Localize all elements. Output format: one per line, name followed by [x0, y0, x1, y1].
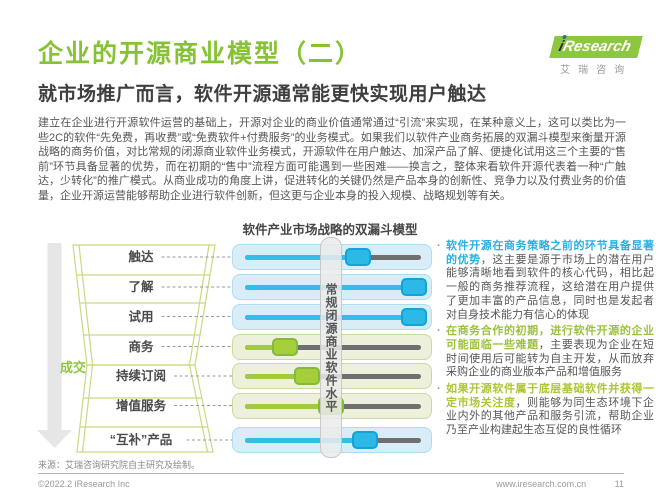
page-title: 企业的开源商业模型（二）	[38, 40, 363, 68]
closed-source-benchmark-bar: 常规闭源商业软件水平	[320, 237, 342, 458]
iresearch-logo: iResearch 艾瑞咨询	[549, 35, 643, 76]
footer-divider	[38, 473, 624, 474]
slider-knob	[344, 248, 371, 266]
insight-body: ，这主要是源于市场上的潜在用户能够清晰地看到软件的核心代码，相比起一般的商务推荐…	[446, 253, 654, 321]
slider-knob	[293, 367, 320, 385]
funnel-stage-label: 商务	[128, 339, 154, 354]
funnel-stage-label: 增值服务	[115, 398, 166, 413]
funnel-stage-label: 了解	[128, 280, 154, 294]
insight-item: 如果开源软件属于底层基础软件并获得一定市场关注度，则能够为同生态环境下企业内外的…	[437, 383, 654, 438]
funnel-stage-label: 持续订阅	[115, 369, 166, 383]
insight-item: 软件开源在商务策略之前的环节具备显著的优势，这主要是源于市场上的潜在用户能够清晰…	[437, 240, 654, 322]
insight-lead: 软件开源在商务策略之前的环节具备显著的优势	[446, 240, 654, 266]
slider-track-fill	[245, 255, 358, 260]
logo-chinese-name: 艾瑞咨询	[560, 65, 633, 76]
insight-lead: 如果开源软件属于底层基础软件并获得一定市场关注度	[446, 383, 654, 409]
deal-stage-label: 成交	[60, 360, 87, 375]
insight-lead: 在商务合作的初期，进行软件开源的企业可能面临一些难题	[446, 325, 654, 351]
copyright-text: ©2022.2 iResearch Inc	[38, 479, 130, 489]
slider-track-fill	[245, 344, 286, 350]
slider-track-fill	[245, 403, 332, 409]
intro-paragraph: 建立在企业进行开源软件运营的基础上，开源对企业的商业价值通常通过“引流”来实现，…	[38, 117, 626, 202]
page-subtitle: 就市场推广而言，软件开源通常能更快实现用户触达	[38, 84, 487, 105]
down-arrow-icon	[37, 243, 72, 448]
page-number: 11	[614, 479, 624, 489]
slider-knob	[272, 337, 299, 356]
footer-right: www.iresearch.com.cn 11	[470, 479, 624, 489]
dashed-connectors	[161, 256, 232, 441]
slider-knob	[400, 307, 427, 326]
insight-body: ，则能够为同生态环境下企业内外的其他产品和服务引流，帮助企业乃至产业构建起生态互…	[446, 396, 655, 437]
funnel-stage-label: 触达	[128, 250, 154, 264]
insight-item: 在商务合作的初期，进行软件开源的企业可能面临一些难题，主要表现为企业在短时间使用…	[437, 325, 654, 380]
footer: ©2022.2 iResearch Inc www.iresearch.com.…	[38, 479, 624, 489]
insight-list: 软件开源在商务策略之前的环节具备显著的优势，这主要是源于市场上的潜在用户能够清晰…	[437, 240, 654, 441]
slider-track-fill	[245, 374, 307, 379]
funnel-outline	[72, 244, 216, 453]
slider-knob	[400, 278, 427, 296]
diagram-title: 软件产业市场战略的双漏斗模型	[242, 223, 418, 237]
iresearch-logo-mark: iResearch	[549, 35, 643, 58]
source-note: 来源：艾瑞咨询研究院自主研究及绘制。	[38, 460, 201, 470]
funnel-stage-label: 试用	[128, 309, 154, 324]
insight-body: ，主要表现为企业在短时间使用后可能转为自主开发，从而放弃采购企业的商业版本产品和…	[446, 338, 655, 379]
website-text: www.iresearch.com.cn	[496, 479, 587, 489]
slider-track-fill	[245, 438, 365, 443]
double-funnel-graphic	[37, 243, 232, 453]
closed-source-benchmark-label: 常规闭源商业软件水平	[324, 282, 338, 413]
funnel-stage-label: “互补”产品	[109, 433, 173, 447]
slider-knob	[351, 431, 378, 449]
